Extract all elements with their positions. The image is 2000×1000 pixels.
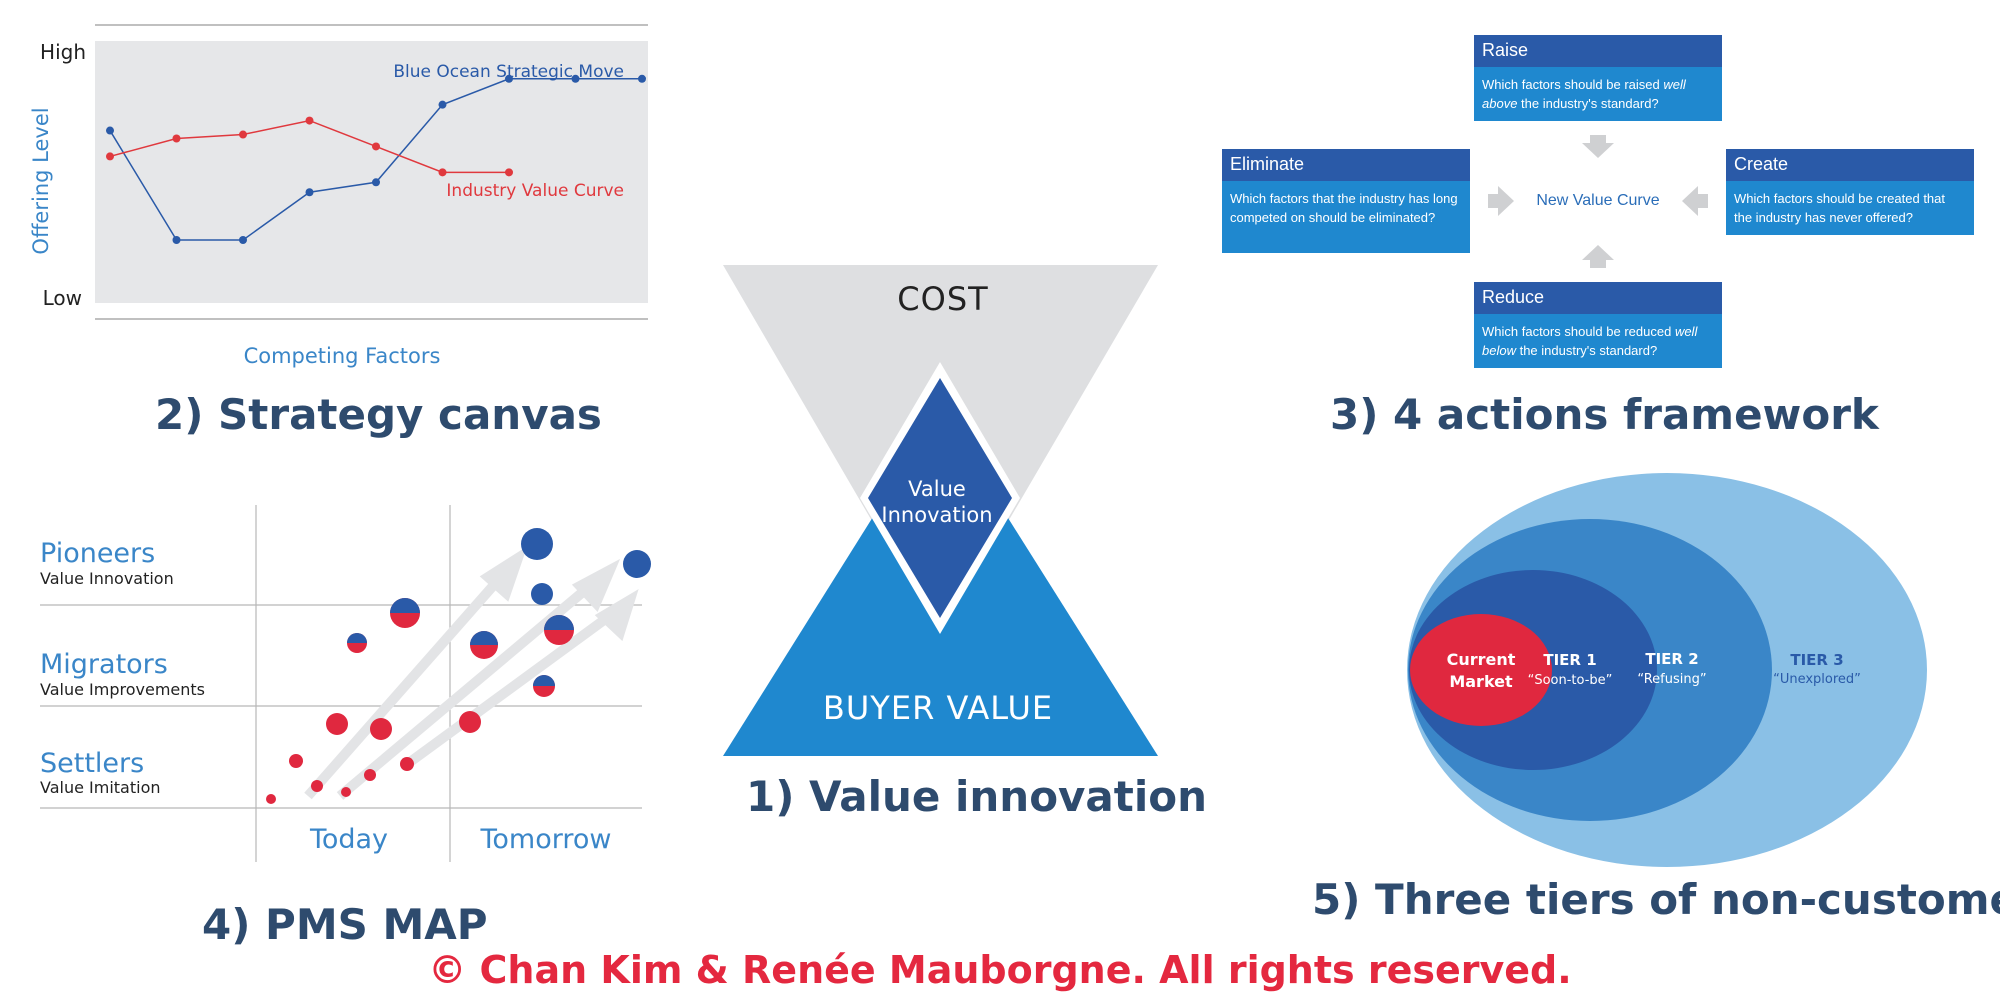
x-axis-label: Competing Factors	[244, 344, 441, 368]
eliminate-title: Eliminate	[1222, 149, 1470, 181]
arrow-right-icon	[1488, 186, 1514, 216]
current-market-ellipse	[1410, 614, 1552, 726]
strategy-canvas-chart: High Low Offering Level Competing Factor…	[29, 24, 648, 368]
series-0-point	[438, 100, 447, 109]
reduce-title: Reduce	[1474, 282, 1722, 314]
series-0-point	[505, 74, 513, 83]
plot-background	[95, 41, 648, 303]
four-actions-arrows	[1488, 135, 1708, 268]
today-label: Today	[309, 824, 388, 855]
current-market-line2: Market	[1449, 672, 1513, 691]
migrators-sub: Value Improvements	[40, 680, 205, 699]
migrator-dot	[390, 598, 420, 628]
settlers-sub: Value Imitation	[40, 778, 161, 797]
series-1-point	[106, 152, 114, 161]
tier3-sub: “Unexplored”	[1773, 672, 1861, 687]
create-title: Create	[1726, 149, 1974, 181]
three-tiers-title: 5) Three tiers of non-customers	[1312, 875, 2000, 924]
arrow-left-icon	[1682, 186, 1708, 216]
value-innovation-diamond	[868, 378, 1012, 618]
pioneers-sub: Value Innovation	[40, 569, 174, 588]
eliminate-text: Which factors that the industry has long…	[1230, 191, 1458, 225]
series-1-point	[239, 130, 247, 139]
series-group	[106, 74, 646, 244]
settler-dot	[289, 754, 303, 768]
y-axis-label: Offering Level	[29, 107, 53, 254]
series-0-point	[106, 126, 114, 135]
eliminate-box: Eliminate Which factors that the industr…	[1222, 149, 1470, 253]
current-market-line1: Current	[1447, 650, 1516, 669]
value-innovation-diagram: COST BUYER VALUE Value Innovation	[723, 265, 1158, 756]
series-0-point	[638, 74, 646, 83]
series-0-point	[172, 236, 181, 244]
series-0-point	[239, 236, 247, 244]
four-actions-title: 3) 4 actions framework	[1330, 390, 1879, 439]
settler-dot	[459, 711, 481, 733]
settler-dot	[400, 757, 414, 771]
series-label-blue-ocean: Blue Ocean Strategic Move	[393, 62, 624, 82]
y-tick-high: High	[40, 40, 86, 64]
pms-dots	[266, 528, 651, 804]
migrator-dot	[533, 675, 555, 697]
pioneer-dot	[623, 550, 651, 578]
settler-dot	[326, 713, 348, 735]
settler-dot	[311, 780, 323, 792]
tier1-title: TIER 1	[1543, 651, 1596, 669]
pioneers-label: Pioneers	[40, 538, 155, 569]
raise-title: Raise	[1474, 35, 1722, 67]
value-innovation-title: 1) Value innovation	[746, 772, 1207, 821]
reduce-text: Which factors should be reduced well bel…	[1482, 324, 1698, 358]
new-value-curve-label: New Value Curve	[1536, 192, 1660, 209]
raise-text: Which factors should be raised well abov…	[1482, 77, 1686, 111]
pms-map: Pioneers Value Innovation Migrators Valu…	[40, 505, 651, 862]
arrow-down-icon	[1582, 135, 1614, 158]
three-tiers-diagram: Current Market TIER 1 “Soon-to-be” TIER …	[1407, 473, 1927, 867]
strategy-canvas-title: 2) Strategy canvas	[155, 390, 602, 439]
tier3-title: TIER 3	[1790, 651, 1843, 669]
series-0-point	[305, 188, 314, 197]
settler-dot	[364, 769, 376, 781]
series-label-industry: Industry Value Curve	[446, 181, 624, 201]
cost-label: COST	[897, 280, 988, 318]
series-1-point	[372, 142, 380, 151]
series-1-point	[505, 168, 513, 177]
value-innovation-line2: Innovation	[881, 503, 992, 527]
settlers-label: Settlers	[40, 748, 144, 779]
series-0-point	[372, 178, 380, 187]
settler-dot	[370, 718, 392, 740]
pms-map-title: 4) PMS MAP	[202, 900, 488, 949]
migrators-label: Migrators	[40, 649, 168, 680]
series-0-point	[571, 74, 580, 83]
pms-movement-arrows	[304, 546, 639, 800]
pioneer-dot	[531, 583, 553, 605]
tier1-sub: “Soon-to-be”	[1528, 673, 1613, 688]
raise-box: Raise Which factors should be raised wel…	[1474, 35, 1722, 121]
create-box: Create Which factors should be created t…	[1726, 149, 1974, 235]
reduce-box: Reduce Which factors should be reduced w…	[1474, 282, 1722, 368]
tier2-sub: “Refusing”	[1637, 672, 1706, 687]
migrator-dot	[470, 631, 498, 659]
migrator-dot	[347, 633, 367, 653]
arrow-up-icon	[1582, 245, 1614, 268]
settler-dot	[341, 787, 351, 797]
migrator-dot	[544, 615, 574, 645]
pioneer-dot	[521, 528, 553, 560]
settler-dot	[266, 794, 276, 804]
series-1-point	[305, 116, 314, 125]
series-1-point	[438, 168, 447, 177]
copyright-notice: © Chan Kim & Renée Mauborgne. All rights…	[428, 948, 1572, 992]
series-1-point	[172, 134, 181, 143]
tomorrow-label: Tomorrow	[480, 824, 612, 855]
value-innovation-line1: Value	[908, 477, 966, 501]
create-text: Which factors should be created that the…	[1734, 191, 1946, 225]
y-tick-low: Low	[43, 286, 82, 310]
tier2-title: TIER 2	[1645, 650, 1698, 668]
buyer-value-label: BUYER VALUE	[823, 689, 1053, 727]
